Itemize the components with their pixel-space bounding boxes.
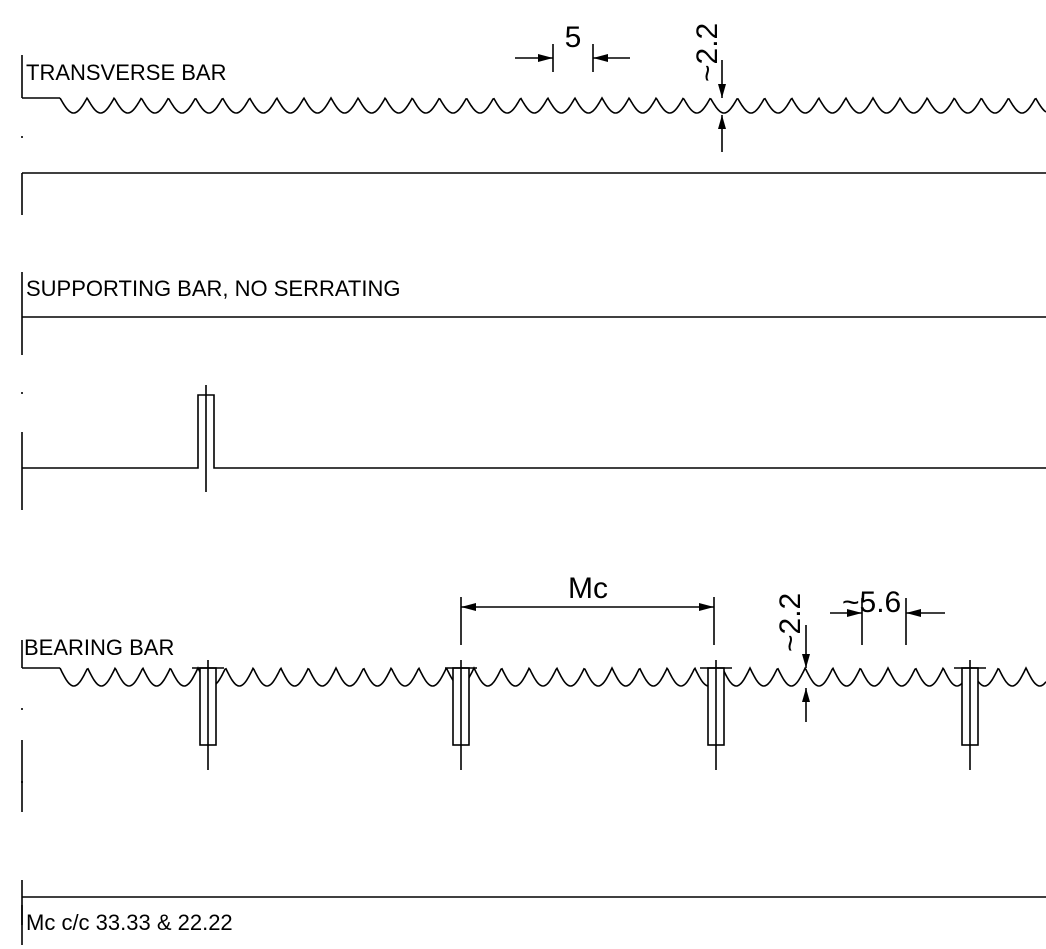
label: SUPPORTING BAR, NO SERRATING <box>26 276 400 301</box>
dimension-spacing: Mc <box>460 572 715 645</box>
dim-text: 5 <box>565 21 582 54</box>
dimension-depth: ~2.2 <box>691 23 726 152</box>
dimension-pitch: 5 <box>515 21 630 72</box>
dimension-pitch: ~5.6 <box>830 586 945 645</box>
dimension-depth: ~2.2 <box>774 593 810 722</box>
transverse-bar <box>21 55 1046 215</box>
dim-text: ~5.6 <box>842 586 901 619</box>
note: Mc c/c 33.33 & 22.22 <box>21 905 233 945</box>
dim-text: Mc <box>568 572 608 605</box>
label: TRANSVERSE BAR <box>26 60 227 85</box>
bearing-bar <box>21 640 1046 925</box>
note-text: Mc c/c 33.33 & 22.22 <box>26 910 233 935</box>
dim-text: ~2.2 <box>691 23 724 82</box>
dim-text: ~2.2 <box>774 593 807 652</box>
label: BEARING BAR <box>24 635 174 660</box>
supporting-bar <box>21 272 1046 510</box>
